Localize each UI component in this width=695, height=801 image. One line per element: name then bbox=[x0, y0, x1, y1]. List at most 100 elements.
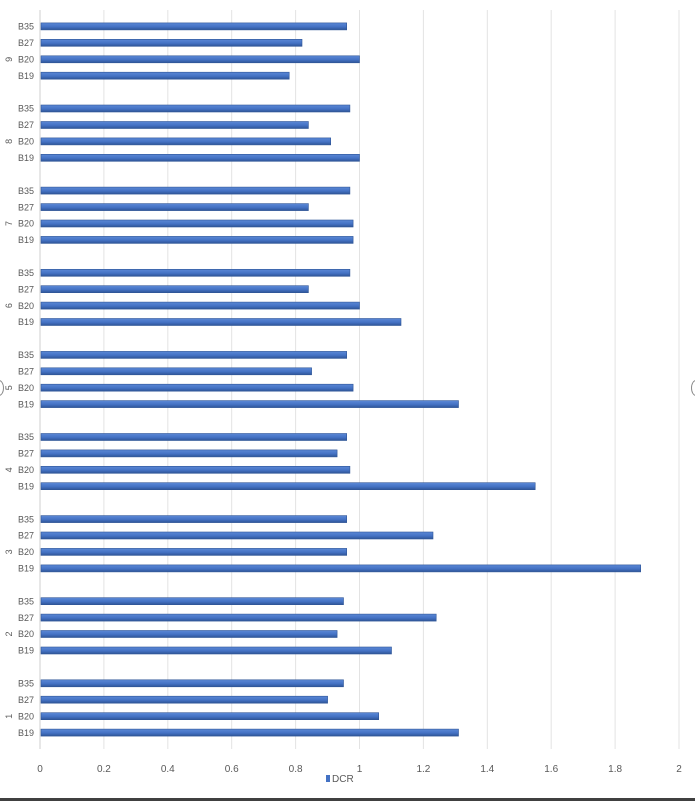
category-label: B19 bbox=[18, 71, 34, 81]
category-label: B20 bbox=[18, 55, 34, 65]
category-label: B19 bbox=[18, 399, 34, 409]
category-label: B20 bbox=[18, 137, 34, 147]
bar-7-B20 bbox=[40, 219, 354, 228]
category-label: B20 bbox=[18, 301, 34, 311]
category-label: B35 bbox=[18, 432, 34, 442]
bar-5-B27 bbox=[40, 367, 312, 376]
bar-5-B20 bbox=[40, 383, 354, 392]
right-edge-handle bbox=[691, 380, 695, 396]
bar-7-B27 bbox=[40, 203, 309, 211]
group-label: 6 bbox=[4, 303, 14, 308]
category-label: B19 bbox=[18, 235, 34, 245]
bar-1-B19 bbox=[40, 728, 459, 737]
x-tick-label: 1.4 bbox=[480, 764, 494, 775]
bar-4-B20 bbox=[40, 465, 351, 474]
category-label: B27 bbox=[18, 202, 34, 212]
category-label: B27 bbox=[18, 367, 34, 377]
category-label: B20 bbox=[18, 547, 34, 557]
legend: DCR bbox=[326, 774, 354, 785]
bar-2-B19 bbox=[40, 646, 392, 655]
legend-label: DCR bbox=[332, 774, 354, 785]
group-label: 7 bbox=[4, 221, 14, 226]
bar-9-B20 bbox=[40, 55, 360, 64]
bar-1-B20 bbox=[40, 712, 380, 721]
bar-1-B35 bbox=[40, 679, 344, 688]
x-tick-label: 0.8 bbox=[289, 764, 303, 775]
category-label: B35 bbox=[18, 679, 34, 689]
bar-8-B19 bbox=[40, 154, 360, 162]
category-label: B35 bbox=[18, 22, 34, 32]
bar-3-B20 bbox=[40, 548, 348, 556]
bar-4-B27 bbox=[40, 449, 338, 458]
category-label: B20 bbox=[18, 465, 34, 475]
legend-swatch bbox=[326, 775, 330, 782]
x-tick-label: 0.6 bbox=[225, 764, 239, 775]
bar-8-B20 bbox=[40, 137, 332, 146]
category-label: B20 bbox=[18, 383, 34, 393]
category-label: B27 bbox=[18, 449, 34, 459]
x-tick-label: 1 bbox=[357, 764, 363, 775]
category-label: B20 bbox=[18, 711, 34, 721]
bar-8-B35 bbox=[40, 104, 351, 113]
x-tick-label: 0.4 bbox=[161, 764, 175, 775]
x-tick-label: 0.2 bbox=[97, 764, 111, 775]
category-label: B19 bbox=[18, 481, 34, 491]
bar-4-B35 bbox=[40, 433, 348, 441]
x-tick-label: 1.6 bbox=[544, 764, 558, 775]
category-label: B20 bbox=[18, 219, 34, 229]
bar-5-B19 bbox=[40, 400, 459, 408]
bar-9-B27 bbox=[40, 38, 303, 47]
bar-2-B35 bbox=[40, 597, 344, 606]
category-label: B19 bbox=[18, 646, 34, 656]
bar-4-B19 bbox=[40, 482, 536, 491]
category-label: B35 bbox=[18, 268, 34, 278]
bar-8-B27 bbox=[40, 121, 309, 129]
y-group-labels: 1 2 3 4 5 6 7 8 9 bbox=[4, 57, 14, 719]
category-label: B19 bbox=[18, 728, 34, 738]
y-category-labels: B19 B20 B27 B35 B19 B20 B27 B35 B19 B20 B27 B35 B19 B… bbox=[18, 22, 34, 738]
category-label: B35 bbox=[18, 104, 34, 114]
group-label: 4 bbox=[4, 467, 14, 472]
x-tick-label: 1.2 bbox=[416, 764, 430, 775]
category-label: B19 bbox=[18, 564, 34, 574]
bar-3-B27 bbox=[40, 531, 434, 540]
bar-7-B35 bbox=[40, 186, 351, 195]
x-tick-labels: 0 0.2 0.4 0.6 0.8 1 1.2 1.4 1.6 1.8 2 bbox=[37, 764, 682, 775]
bars bbox=[40, 22, 642, 737]
group-label: 5 bbox=[4, 385, 14, 390]
bar-6-B35 bbox=[40, 268, 351, 277]
x-tick-label: 0 bbox=[37, 764, 43, 775]
group-label: 1 bbox=[4, 714, 14, 719]
bar-7-B19 bbox=[40, 236, 354, 244]
bar-1-B27 bbox=[40, 695, 328, 704]
category-label: B35 bbox=[18, 186, 34, 196]
bar-2-B27 bbox=[40, 613, 437, 622]
bar-6-B27 bbox=[40, 285, 309, 294]
category-label: B27 bbox=[18, 38, 34, 48]
category-label: B27 bbox=[18, 120, 34, 130]
bar-9-B19 bbox=[40, 71, 290, 80]
x-tick-label: 2 bbox=[676, 764, 682, 775]
bar-2-B20 bbox=[40, 630, 338, 638]
category-label: B27 bbox=[18, 284, 34, 294]
category-label: B35 bbox=[18, 514, 34, 524]
bar-6-B20 bbox=[40, 301, 360, 310]
group-label: 9 bbox=[4, 57, 14, 62]
bottom-border bbox=[0, 798, 695, 801]
x-tick-label: 1.8 bbox=[608, 764, 622, 775]
group-label: 2 bbox=[4, 631, 14, 636]
category-label: B35 bbox=[18, 350, 34, 360]
group-label: 3 bbox=[4, 549, 14, 554]
group-label: 8 bbox=[4, 139, 14, 144]
category-label: B19 bbox=[18, 153, 34, 163]
bar-5-B35 bbox=[40, 351, 348, 359]
bar-6-B19 bbox=[40, 318, 402, 326]
category-label: B27 bbox=[18, 695, 34, 705]
category-label: B19 bbox=[18, 317, 34, 327]
category-label: B27 bbox=[18, 531, 34, 541]
gridlines bbox=[39, 10, 680, 749]
category-label: B20 bbox=[18, 629, 34, 639]
category-label: B35 bbox=[18, 596, 34, 606]
category-label: B27 bbox=[18, 613, 34, 623]
